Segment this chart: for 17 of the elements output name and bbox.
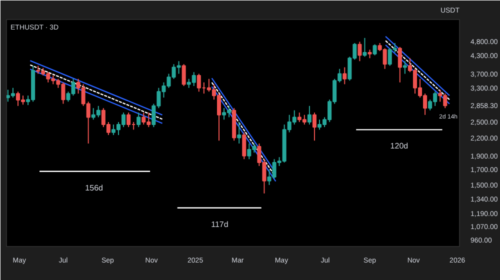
- candlestick: [402, 60, 407, 74]
- annotation: 117d: [211, 220, 228, 229]
- candlestick: [182, 64, 186, 87]
- candlestick: [372, 44, 377, 56]
- candlestick: [10, 87, 15, 98]
- annotation: 120d: [390, 142, 408, 151]
- candlestick: [358, 41, 362, 62]
- annotation: 156d: [85, 183, 103, 192]
- candlestick: [237, 122, 242, 144]
- candlestick: [362, 37, 367, 58]
- candlestick: [342, 66, 347, 85]
- candlestick: [136, 112, 141, 128]
- candlestick: [126, 112, 131, 128]
- candlestick: [398, 46, 402, 83]
- candlestick: [242, 132, 246, 160]
- candlestick: [307, 105, 312, 126]
- candlestick: [312, 112, 316, 142]
